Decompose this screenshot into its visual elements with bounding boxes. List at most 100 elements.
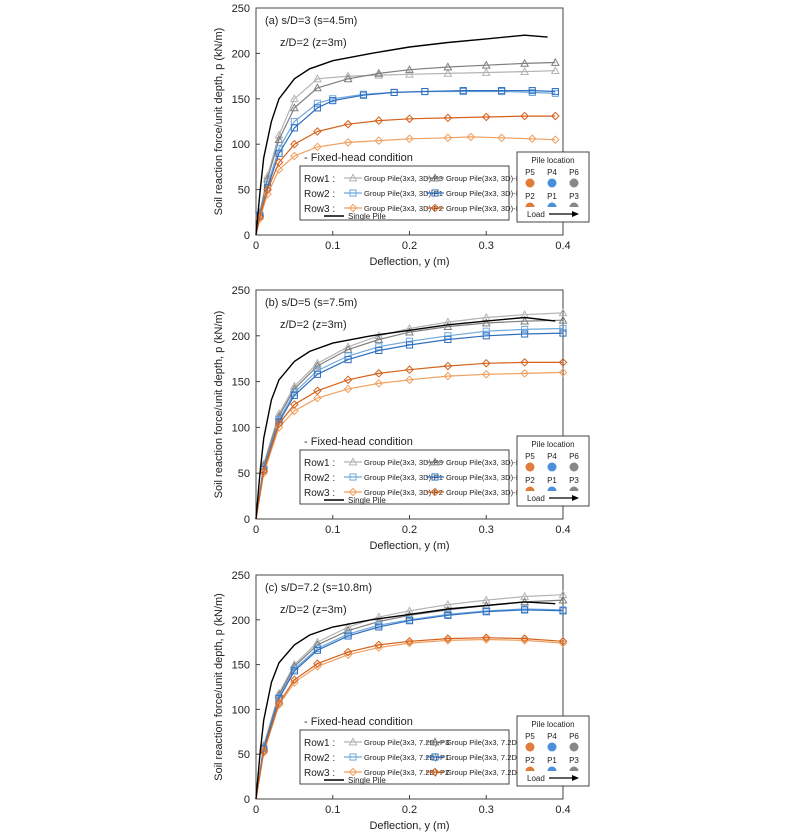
data-point (313, 104, 321, 112)
pile-label: P3 (569, 756, 579, 765)
legend-marker (348, 457, 358, 466)
legend-marker (349, 473, 357, 481)
data-point (520, 66, 530, 75)
panel-title: (c) s/D=7.2 (s=10.8m) (265, 582, 372, 594)
data-point (359, 91, 368, 99)
data-point (521, 330, 529, 338)
data-point (443, 68, 453, 77)
legend-marker (430, 737, 440, 746)
data-point (274, 158, 284, 167)
series-line (255, 601, 556, 800)
data-point (374, 369, 384, 378)
y-tick-label: 50 (238, 185, 250, 197)
pile-location-title: Pile location (531, 440, 574, 449)
legend-box (299, 165, 510, 221)
data-point (558, 595, 568, 604)
y-tick-label: 200 (232, 331, 250, 343)
legend-box (299, 729, 510, 785)
legend-entry: Group Pile(3x3, 3D)-P4 (446, 189, 525, 198)
series-4 (255, 368, 568, 520)
panel-title: (a) s/D=3 (s=4.5m) (265, 15, 357, 27)
pile-label: P1 (547, 476, 557, 485)
load-arrowhead-icon (572, 775, 579, 781)
pile-label: P2 (525, 476, 535, 485)
series-line (255, 90, 556, 236)
data-point (528, 87, 536, 95)
series-line (255, 361, 563, 520)
series-line (255, 115, 556, 236)
data-point (312, 640, 322, 649)
pile-label: P2 (525, 192, 535, 201)
legend-marker (430, 457, 440, 466)
series-5 (255, 111, 560, 236)
data-point (498, 87, 506, 95)
y-tick-label: 150 (232, 660, 250, 672)
y-axis-label: Soil reaction force/unit depth, p (kN/m) (213, 311, 225, 499)
data-point (443, 599, 453, 608)
data-point (405, 365, 414, 374)
data-point (520, 634, 529, 643)
data-point (550, 66, 560, 75)
x-tick-label: 0.3 (479, 240, 494, 252)
data-point (520, 358, 529, 367)
condition-note: - Fixed-head condition (304, 436, 413, 448)
pile-circle (569, 742, 579, 752)
data-point (559, 324, 567, 333)
legend-marker (430, 487, 440, 497)
x-tick-label: 0.3 (479, 804, 494, 816)
legend-entry: Group Pile(3x3, 3D)-P2 (364, 488, 443, 497)
data-point (405, 69, 414, 78)
y-tick-label: 150 (232, 94, 250, 106)
legend-entry: Group Pile(3x3, 7.2D)-P2 (364, 768, 449, 777)
data-point (375, 343, 383, 351)
data-point (344, 356, 352, 364)
data-point (259, 747, 268, 756)
data-point (313, 393, 322, 403)
data-point (405, 617, 414, 625)
data-point (289, 94, 299, 103)
x-tick-label: 0.1 (325, 804, 340, 816)
data-point (343, 138, 353, 147)
data-point (421, 87, 429, 96)
load-arrowhead-icon (572, 211, 579, 217)
data-point (482, 332, 490, 340)
data-point (481, 318, 491, 327)
legend-entry: Group Pile(3x3, 3D)-P4 (446, 473, 525, 482)
x-tick-label: 0 (253, 240, 259, 252)
pile-circle (547, 462, 557, 472)
legend-entry: Group Pile(3x3, 3D)-P1 (364, 189, 443, 198)
data-point (558, 636, 568, 646)
legend-marker (430, 173, 440, 182)
panel-subtitle: z/D=2 (z=3m) (280, 37, 347, 49)
legend-row-label: Row3 : (304, 488, 335, 499)
x-tick-label: 0 (253, 804, 259, 816)
legend-entry: Group Pile(3x3, 7.2D)-P3 (364, 738, 449, 747)
pile-label: P6 (569, 168, 579, 177)
x-axis-label: Deflection, y (m) (369, 256, 449, 268)
data-point (405, 341, 414, 349)
data-point (405, 323, 414, 332)
data-point (374, 640, 384, 650)
condition-note: - Fixed-head condition (304, 152, 413, 164)
legend-row-label: Row2 : (304, 753, 335, 764)
legend-entry: Group Pile(3x3, 3D)-P6 (446, 458, 525, 467)
data-point (274, 698, 284, 708)
x-tick-label: 0.4 (555, 524, 570, 536)
y-tick-label: 150 (232, 377, 250, 389)
data-point (481, 358, 491, 368)
pile-label: P4 (547, 732, 557, 741)
pile-label: P1 (547, 756, 557, 765)
legend-entry: Group Pile(3x3, 3D)-P3 (364, 458, 443, 467)
y-tick-label: 0 (244, 514, 250, 526)
data-point (481, 595, 491, 604)
data-point (559, 329, 567, 337)
data-point (481, 112, 491, 122)
legend-box (299, 449, 510, 505)
y-axis-label: Soil reaction force/unit depth, p (kN/m) (213, 593, 225, 781)
data-point (443, 113, 453, 123)
data-point (374, 612, 384, 621)
legend-row-label: Row1 : (304, 458, 335, 469)
legend-entry: Group Pile(3x3, 7.2D)-P5 (446, 768, 531, 777)
data-point (482, 327, 490, 335)
legend-row-label: Row3 : (304, 204, 335, 215)
